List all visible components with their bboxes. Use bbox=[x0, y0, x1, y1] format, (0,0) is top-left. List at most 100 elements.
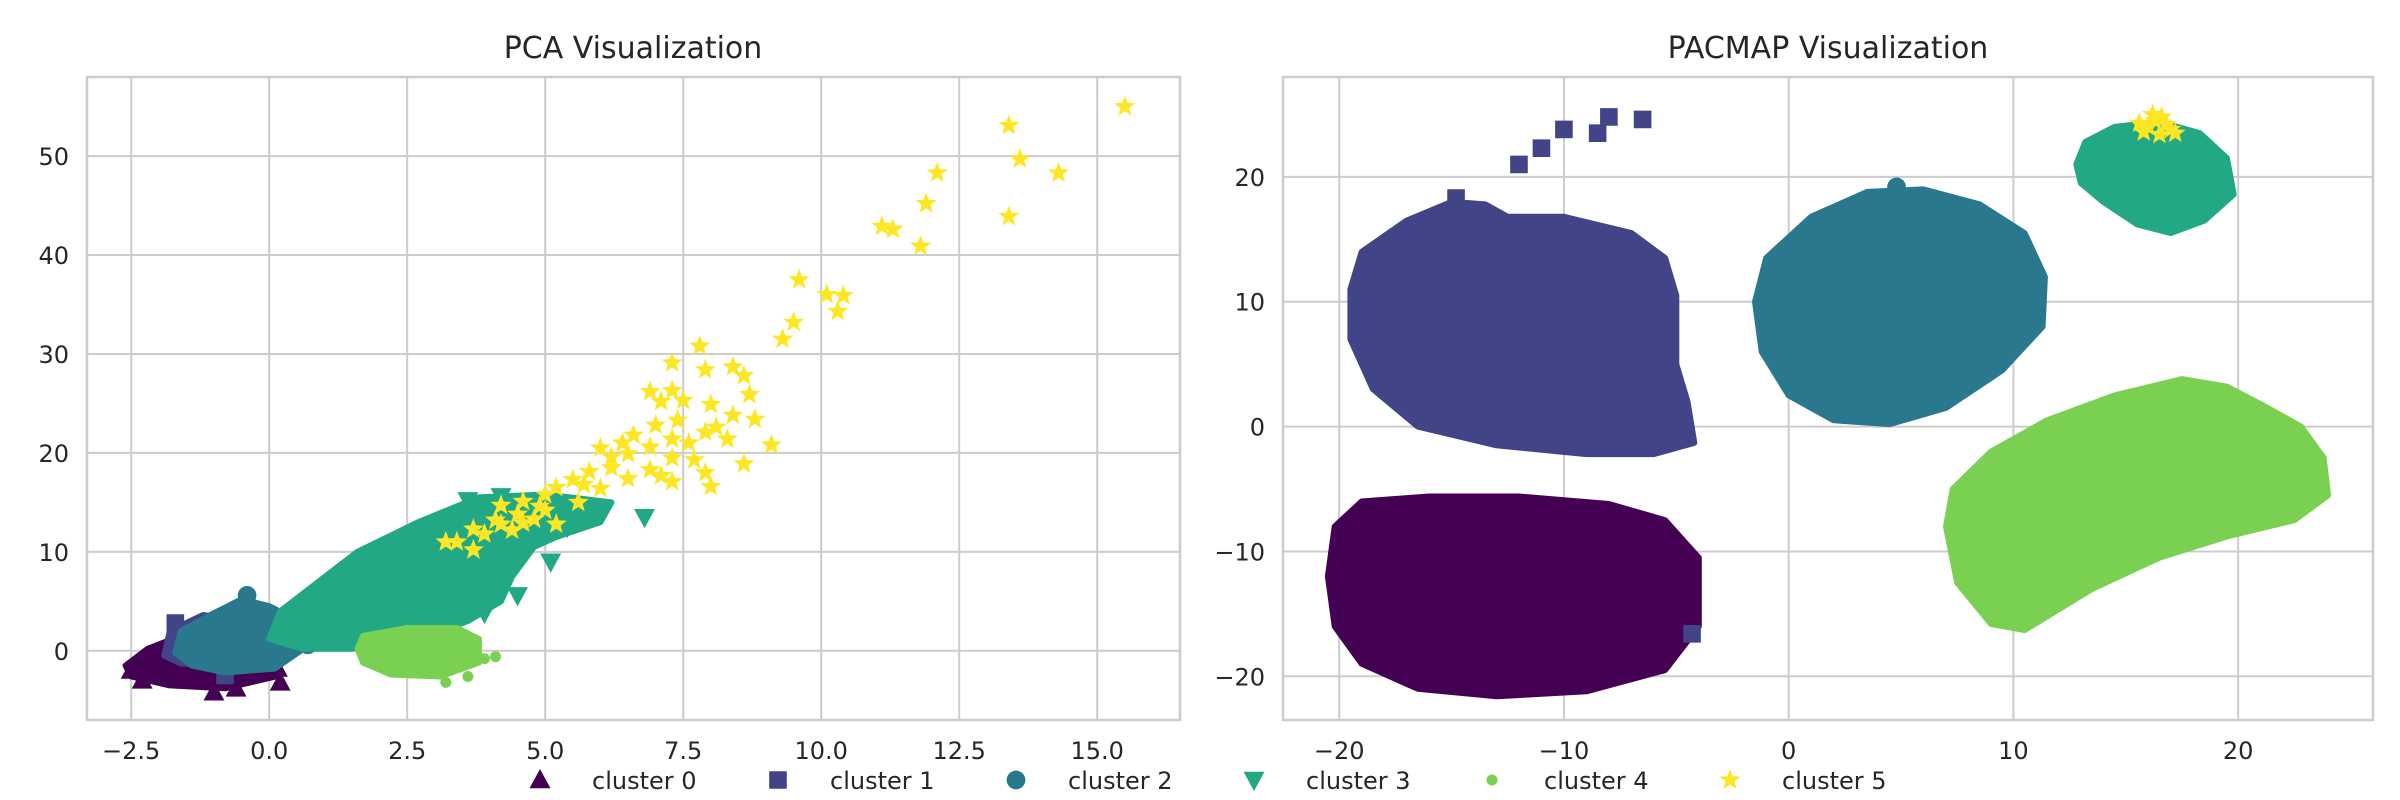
legend-label: cluster 4 bbox=[1544, 767, 1649, 795]
cluster-5-point bbox=[705, 416, 727, 437]
cluster-5-point bbox=[689, 335, 711, 355]
cluster-5-point bbox=[722, 404, 744, 425]
cluster-1-point bbox=[1510, 155, 1528, 174]
cluster-5-point bbox=[915, 192, 937, 213]
x-tick-label: 10.0 bbox=[794, 737, 847, 765]
legend-item: cluster 4 bbox=[1486, 767, 1649, 795]
y-tick-label: 20 bbox=[1234, 164, 1265, 192]
x-tick-label: 15.0 bbox=[1070, 737, 1123, 765]
cluster-5-point bbox=[733, 452, 755, 473]
cluster-5-point bbox=[601, 456, 622, 477]
legend-marker bbox=[769, 771, 787, 789]
cluster-5-point bbox=[435, 530, 457, 551]
plot-frame bbox=[85, 75, 1182, 722]
cluster-5-point bbox=[573, 473, 595, 494]
cluster-5-point bbox=[589, 477, 611, 498]
cluster-5-point bbox=[501, 519, 523, 539]
x-tick-label: 7.5 bbox=[664, 737, 702, 765]
cluster-5-point bbox=[485, 509, 506, 530]
cluster-1-point bbox=[166, 614, 185, 632]
cluster-5-point bbox=[661, 428, 683, 448]
cluster-4-point bbox=[489, 651, 501, 663]
cluster-4-region bbox=[354, 625, 482, 680]
cluster-5-point bbox=[694, 421, 716, 441]
cluster-5-point bbox=[788, 268, 810, 289]
legend-item: cluster 0 bbox=[529, 767, 697, 795]
cluster-1-point bbox=[1600, 108, 1618, 126]
legend-label: cluster 1 bbox=[830, 767, 935, 795]
cluster-5-point bbox=[562, 468, 584, 489]
chart-title: PCA Visualization bbox=[504, 31, 763, 66]
cluster-5-point bbox=[661, 351, 683, 372]
x-tick-label: −10 bbox=[1539, 737, 1590, 765]
legend-item: cluster 5 bbox=[1719, 767, 1887, 795]
cluster-5-point bbox=[446, 530, 468, 551]
y-tick-label: 40 bbox=[38, 242, 69, 270]
cluster-5-point bbox=[667, 409, 689, 430]
cluster-3-region bbox=[2073, 118, 2237, 237]
cluster-1-point bbox=[1532, 139, 1551, 157]
cluster-5-point bbox=[2160, 118, 2182, 139]
legend-item: cluster 1 bbox=[769, 767, 935, 795]
cluster-2-point bbox=[1887, 177, 1906, 197]
cluster-4-point bbox=[478, 653, 490, 665]
x-tick-label: 2.5 bbox=[388, 737, 426, 765]
legend-marker bbox=[1243, 771, 1265, 791]
data-layer bbox=[1324, 103, 2332, 700]
x-tick-label: 10 bbox=[1998, 737, 2029, 765]
plot-frame bbox=[1281, 75, 2375, 722]
cluster-5-point bbox=[2164, 122, 2186, 143]
cluster-5-point bbox=[683, 448, 705, 469]
cluster-5-point bbox=[534, 499, 556, 520]
cluster-5-point bbox=[490, 494, 512, 515]
cluster-5-point bbox=[2133, 120, 2155, 141]
y-tick-label: 0 bbox=[54, 638, 69, 666]
x-tick-label: 0.0 bbox=[250, 737, 288, 765]
cluster-5-point bbox=[474, 523, 495, 543]
y-tick-label: 50 bbox=[38, 143, 69, 171]
x-tick-label: −20 bbox=[1314, 737, 1365, 765]
cluster-5-point bbox=[617, 467, 639, 488]
legend-label: cluster 3 bbox=[1306, 767, 1411, 795]
cluster-5-point bbox=[463, 538, 484, 559]
cluster-5-point bbox=[512, 512, 534, 532]
legend-label: cluster 0 bbox=[592, 767, 697, 795]
cluster-0-point bbox=[120, 659, 142, 679]
cluster-3-point bbox=[634, 508, 655, 529]
cluster-0-point bbox=[269, 671, 291, 691]
cluster-5-point bbox=[523, 508, 545, 529]
x-tick-label: 0 bbox=[1781, 737, 1796, 765]
cluster-5-point bbox=[490, 513, 512, 533]
cluster-5-point bbox=[650, 464, 672, 485]
legend-label: cluster 5 bbox=[1782, 767, 1887, 795]
cluster-5-point bbox=[2128, 112, 2150, 133]
cluster-5-point bbox=[716, 428, 738, 448]
cluster-5-point bbox=[722, 355, 744, 376]
cluster-5-point bbox=[2137, 115, 2159, 136]
cluster-5-point bbox=[816, 283, 838, 304]
cluster-5-point bbox=[700, 475, 722, 496]
cluster-0-region bbox=[1324, 493, 1702, 700]
cluster-4-point bbox=[462, 670, 474, 682]
legend-marker bbox=[1719, 769, 1741, 789]
legend: cluster 0 cluster 1 cluster 2 cluster 3 clus… bbox=[529, 767, 1887, 795]
x-tick-label: 5.0 bbox=[526, 737, 564, 765]
x-tick-label: −2.5 bbox=[102, 737, 160, 765]
cluster-3-point bbox=[507, 587, 529, 607]
cluster-5-point bbox=[694, 461, 716, 482]
y-tick-label: 10 bbox=[38, 539, 69, 567]
cluster-0-point bbox=[203, 681, 225, 701]
legend-item: cluster 3 bbox=[1243, 767, 1411, 795]
legend-marker bbox=[529, 769, 551, 789]
cluster-5-point bbox=[2149, 123, 2170, 144]
cluster-5-point bbox=[832, 284, 854, 305]
y-tick-label: 20 bbox=[38, 440, 69, 468]
cluster-5-point bbox=[661, 446, 683, 467]
chart-title: PACMAP Visualization bbox=[1668, 31, 1989, 66]
y-tick-label: 0 bbox=[1250, 414, 1265, 442]
cluster-5-point bbox=[871, 215, 893, 236]
cluster-1-point bbox=[1447, 189, 1465, 207]
cluster-5-point bbox=[529, 495, 551, 516]
y-tick-label: −20 bbox=[1214, 663, 1265, 691]
cluster-5-point bbox=[645, 414, 666, 435]
